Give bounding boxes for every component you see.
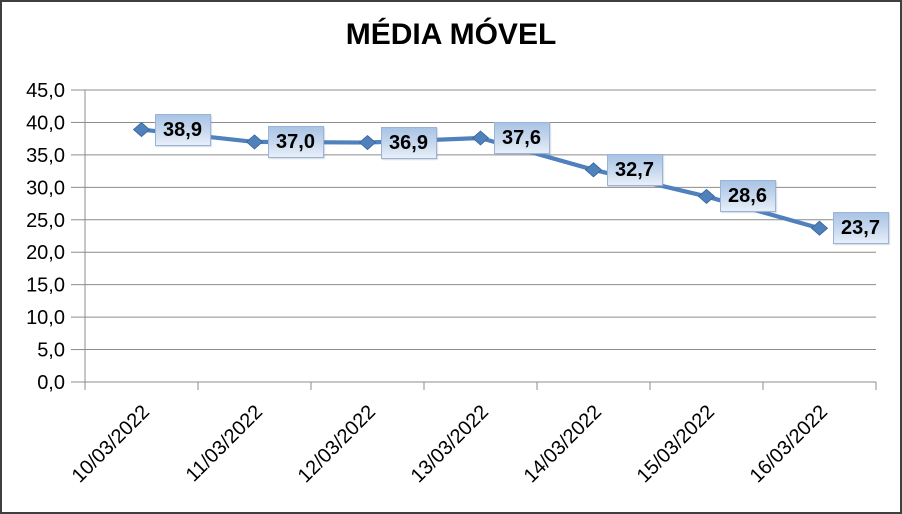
x-axis-tick-label: 10/03/2022 [68,401,154,487]
data-label: 28,6 [719,180,776,213]
chart-title: MÉDIA MÓVEL [345,18,557,51]
data-point-marker [697,188,716,204]
data-point-marker [810,220,829,236]
data-point-marker [358,135,377,151]
data-label: 23,7 [832,212,889,245]
data-point-marker [245,134,264,150]
y-axis-tick-label: 15,0 [26,275,65,297]
data-label: 32,7 [606,153,663,186]
data-label: 36,9 [380,126,437,159]
data-point-marker [584,162,603,178]
y-axis-tick-label: 45,0 [26,80,65,102]
data-label: 37,6 [493,122,550,155]
x-axis-tick-label: 11/03/2022 [182,401,267,486]
data-label: 37,0 [267,125,324,158]
y-axis-tick-label: 40,0 [26,112,65,134]
data-point-marker [132,122,151,138]
y-axis-tick-label: 25,0 [26,210,65,232]
y-axis-tick-label: 30,0 [26,177,65,199]
y-axis-tick-label: 5,0 [37,340,65,362]
y-axis-tick-label: 35,0 [26,145,65,167]
data-label: 38,9 [154,113,211,146]
y-axis-tick-label: 10,0 [26,307,65,329]
x-axis-tick-label: 12/03/2022 [294,401,380,487]
x-axis-tick-label: 16/03/2022 [746,401,832,487]
x-axis-tick-label: 14/03/2022 [520,401,606,487]
y-axis-tick-label: 20,0 [26,242,65,264]
y-axis-tick-label: 0,0 [37,372,65,394]
x-axis-tick-label: 13/03/2022 [407,401,493,487]
data-point-marker [471,130,490,146]
x-axis-tick-label: 15/03/2022 [633,401,719,487]
